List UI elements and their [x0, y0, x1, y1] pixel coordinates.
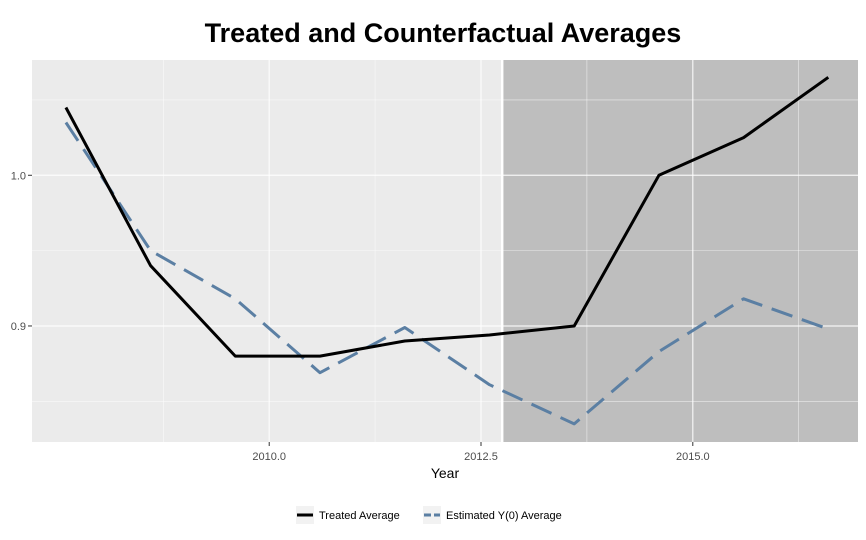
x-tick-label: 2010.0	[252, 451, 286, 463]
series-line-estimated	[64, 121, 829, 426]
y-tick-label: 1.0	[11, 170, 26, 182]
legend: Treated Average Estimated Y(0) Average	[296, 506, 562, 524]
grid-minor	[32, 60, 858, 442]
chart-title: Treated and Counterfactual Averages	[205, 18, 682, 48]
x-axis-title: Year	[431, 465, 460, 481]
x-tick-label: 2012.5	[464, 451, 498, 463]
legend-label: Estimated Y(0) Average	[446, 510, 562, 522]
post-treatment-shading	[502, 60, 858, 442]
x-tick-label: 2015.0	[676, 451, 710, 463]
series-line-treated	[64, 76, 830, 358]
y-tick-label: 0.9	[11, 321, 26, 333]
plot-panel	[32, 60, 858, 442]
grid-major	[32, 60, 858, 442]
legend-key-background	[423, 506, 441, 524]
legend-label: Treated Average	[319, 510, 400, 522]
series-layer	[64, 76, 830, 426]
y-axis-ticks: 0.9 1.0	[11, 170, 32, 333]
x-axis-ticks: 2010.0 2012.5 2015.0	[252, 442, 710, 463]
